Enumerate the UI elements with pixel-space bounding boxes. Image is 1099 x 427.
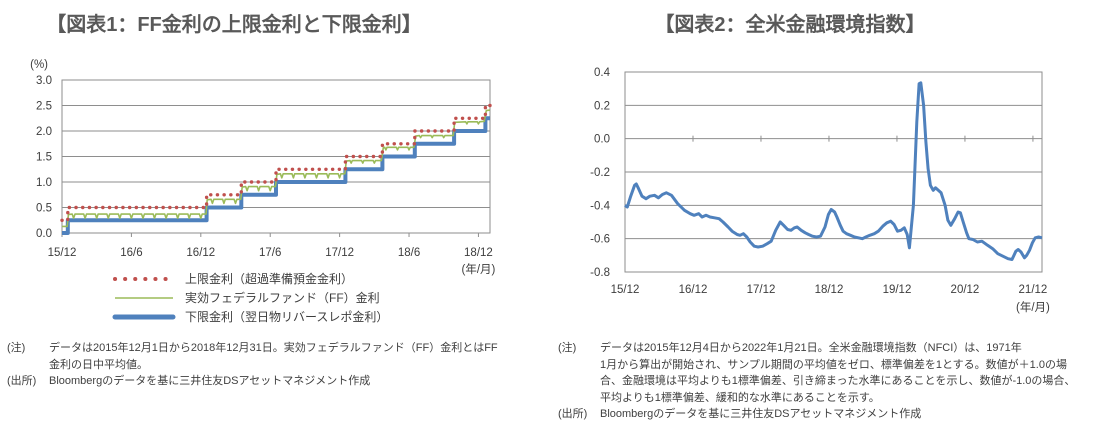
y-tick-label: -0.2: [590, 167, 610, 179]
series-line: [62, 109, 491, 228]
legend-label: 下限金利（翌日物リバースレポ金利）: [185, 310, 389, 324]
ff-rate-chart: 3.0 2.5 2.0 1.5 1.0 0.5 0.0 15/12 16/6 16/12 17/6 1…: [30, 59, 496, 276]
legend-label: 上限金利（超過準備預金金利）: [185, 272, 354, 286]
source-row: (出所) Bloombergのデータを基に三井住友DSアセットマネジメント作成: [558, 406, 1075, 423]
x-axis-unit-label: (年/月): [462, 262, 496, 276]
y-axis-unit-label: (%): [30, 59, 48, 71]
source-text: Bloombergのデータを基に三井住友DSアセットマネジメント作成: [49, 375, 371, 387]
series-line: [60, 103, 492, 223]
nfci-chart: 0.4 0.2 0.0 -0.2 -0.4 -0.6 -0.815/12 16/12 17/12…: [590, 67, 1050, 314]
x-tick-label: 16/12: [186, 247, 215, 259]
y-tick-label: 1.0: [36, 177, 52, 189]
source-text: Bloombergのデータを基に三井住友DSアセットマネジメント作成: [600, 408, 922, 420]
x-tick-label: 16/6: [120, 247, 142, 259]
x-tick-label: 18/12: [815, 284, 844, 296]
y-tick-label: -0.6: [590, 234, 610, 246]
note-line: 平均よりも1標準偏差、緩和的な水準にあることを示す。: [600, 391, 880, 404]
x-axis-unit-label: (年/月): [1016, 300, 1050, 314]
legend-swatch: [112, 314, 176, 319]
x-tick-label: 17/6: [259, 247, 281, 259]
note-line: 1月から算出が開始され、サンプル期間の平均値をゼロ、標準偏差を1とする。数値が＋…: [600, 358, 1067, 371]
figure2-title: 【図表2：全米金融環境指数】: [654, 14, 926, 36]
series-line: [624, 81, 1043, 261]
note-row: (注) データは2015年12月1日から2018年12月31日。実効フェデラルフ…: [7, 340, 498, 373]
figure1-title: 【図表1：FF金利の上限金利と下限金利】: [46, 14, 422, 36]
x-tick-label: 17/12: [747, 284, 776, 296]
plot-border: [624, 71, 1043, 273]
legend-label: 実効フェデラルファンド（FF）金利: [185, 291, 380, 305]
legend-item: 上限金利（超過準備預金金利）: [112, 269, 388, 288]
x-tick-label: 17/12: [325, 247, 354, 259]
source-label: (出所): [558, 408, 588, 420]
figure1-notes: (注) データは2015年12月1日から2018年12月31日。実効フェデラルフ…: [7, 340, 498, 390]
legend-swatch: [113, 276, 175, 281]
y-tick-label: 0.4: [594, 67, 611, 79]
legend-swatch: [115, 296, 173, 299]
note-line: データは2015年12月1日から2018年12月31日。実効フェデラルファンド（…: [49, 342, 498, 354]
y-tick-label: 0.2: [594, 100, 610, 112]
x-tick-label: 16/12: [679, 284, 708, 296]
x-tick-label: 15/12: [611, 284, 640, 296]
note-label: (注): [558, 342, 577, 354]
note-label: (注): [7, 342, 26, 354]
note-text: データは2015年12月4日から2022年1月21日。全米金融環境指数（NFCI…: [600, 340, 1075, 406]
note-line: 合、金融環境は平均よりも1標準偏差、引き締まった水準にあることを示し、数値が-1…: [600, 375, 1076, 387]
legend-item: 下限金利（翌日物リバースレポ金利）: [112, 307, 388, 326]
y-tick-label: 0.0: [36, 228, 52, 240]
source-label: (出所): [7, 375, 37, 387]
y-tick-label: 1.5: [36, 152, 52, 164]
y-tick-label: 3.0: [36, 75, 52, 87]
y-tick-label: 2.0: [36, 126, 52, 138]
figure2-notes: (注) データは2015年12月4日から2022年1月21日。全米金融環境指数（…: [558, 340, 1075, 423]
y-tick-label: -0.8: [590, 267, 610, 279]
x-tick-label: 18/6: [398, 247, 420, 259]
note-line: データは2015年12月4日から2022年1月21日。全米金融環境指数（NFCI…: [600, 342, 1022, 354]
x-tick-label: 21/12: [1019, 284, 1048, 296]
y-tick-label: -0.4: [590, 200, 610, 212]
legend-item: 実効フェデラルファンド（FF）金利: [112, 288, 388, 307]
plot-border: [61, 79, 491, 234]
figure1-legend: 上限金利（超過準備預金金利） 実効フェデラルファンド（FF）金利 下限金利（翌日物リ…: [112, 269, 388, 326]
y-tick-label: 0.5: [36, 203, 52, 215]
source-row: (出所) Bloombergのデータを基に三井住友DSアセットマネジメント作成: [7, 373, 498, 390]
y-tick-label: 0.0: [594, 134, 610, 146]
x-tick-label: 20/12: [951, 284, 980, 296]
note-text: データは2015年12月1日から2018年12月31日。実効フェデラルファンド（…: [49, 340, 498, 373]
x-tick-label: 19/12: [883, 284, 912, 296]
y-tick-label: 2.5: [36, 101, 52, 113]
x-tick-label: 15/12: [48, 247, 77, 259]
x-tick-label: 18/12: [464, 247, 493, 259]
note-line: 金利の日中平均値。: [49, 358, 148, 371]
note-row: (注) データは2015年12月4日から2022年1月21日。全米金融環境指数（…: [558, 340, 1075, 406]
